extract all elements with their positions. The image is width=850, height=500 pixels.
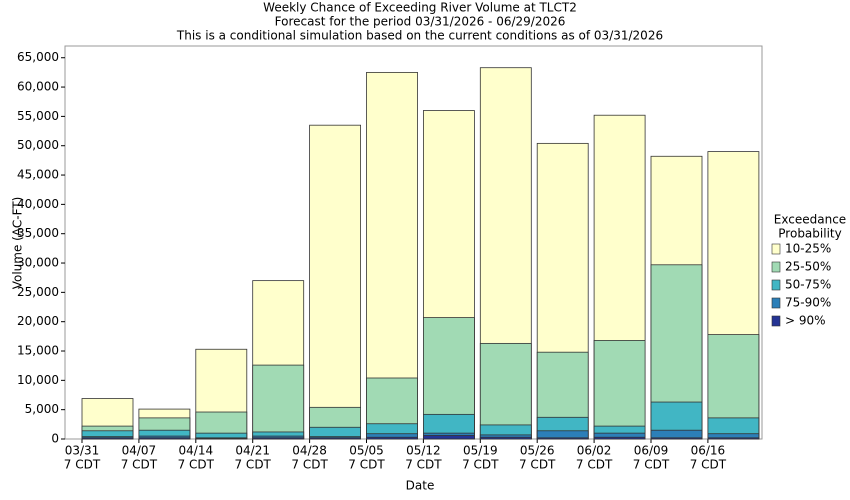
legend-swatch: [771, 297, 781, 309]
bar: [707, 437, 760, 440]
legend-label: 25-50%: [785, 260, 831, 274]
y-tick-label: 30,000: [17, 256, 59, 270]
x-tick-label: 7 CDT: [633, 458, 670, 472]
x-tick-label: 03/31: [65, 444, 100, 458]
bar: [479, 342, 532, 440]
y-tick-label: 60,000: [17, 80, 59, 94]
x-tick-label: 05/12: [406, 444, 441, 458]
bar: [309, 437, 362, 440]
legend-title: Exceedance: [774, 213, 846, 227]
bar: [422, 435, 475, 440]
x-tick-label: 06/16: [691, 444, 726, 458]
legend-swatch: [771, 279, 781, 291]
x-tick-label: 7 CDT: [348, 458, 385, 472]
bar: [195, 438, 248, 440]
chart-subtitle: This is a conditional simulation based o…: [176, 29, 663, 43]
x-tick-label: 04/07: [122, 444, 157, 458]
y-tick-label: 0: [51, 432, 59, 446]
x-tick-label: 7 CDT: [178, 458, 215, 472]
x-tick-label: 04/28: [292, 444, 327, 458]
x-tick-label: 04/14: [179, 444, 214, 458]
bar: [366, 436, 418, 440]
x-tick-label: 7 CDT: [462, 458, 499, 472]
bar: [252, 437, 305, 440]
bar: [138, 437, 191, 440]
x-tick-label: 7 CDT: [519, 458, 556, 472]
chart-title: Weekly Chance of Exceeding River Volume …: [263, 1, 577, 15]
x-tick-label: 7 CDT: [121, 458, 158, 472]
y-axis-label: Volume (AC-FT): [11, 197, 25, 290]
bar: [536, 437, 589, 440]
bar: [650, 437, 703, 440]
y-tick-label: 55,000: [17, 109, 59, 123]
x-tick-label: 7 CDT: [64, 458, 101, 472]
y-tick-label: 50,000: [17, 138, 59, 152]
y-tick-label: 45,000: [17, 168, 59, 182]
x-tick-label: 7 CDT: [291, 458, 328, 472]
x-tick-label: 05/05: [349, 444, 384, 458]
legend-label: 10-25%: [785, 242, 831, 256]
y-tick-label: 65,000: [17, 50, 59, 64]
chart-subtitle: Forecast for the period 03/31/2026 - 06/…: [275, 15, 566, 29]
bar: [593, 340, 646, 440]
x-tick-label: 7 CDT: [690, 458, 727, 472]
x-tick-label: 7 CDT: [234, 458, 271, 472]
x-tick-label: 06/02: [577, 444, 612, 458]
y-tick-label: 40,000: [17, 197, 59, 211]
legend-title: Probability: [778, 227, 841, 241]
y-tick-label: 15,000: [17, 344, 59, 358]
bar: [252, 364, 305, 440]
legend-swatch: [771, 243, 781, 255]
y-tick-label: 25,000: [17, 285, 59, 299]
legend-label: 50-75%: [785, 278, 831, 292]
legend-label: > 90%: [785, 314, 826, 328]
bar: [593, 436, 646, 440]
x-tick-label: 05/19: [463, 444, 498, 458]
x-tick-label: 04/21: [235, 444, 270, 458]
bar: [479, 436, 532, 440]
x-tick-label: 06/09: [634, 444, 669, 458]
legend-label: 75-90%: [785, 296, 831, 310]
x-tick-label: 7 CDT: [405, 458, 442, 472]
y-tick-label: 5,000: [25, 402, 59, 416]
y-tick-label: 35,000: [17, 226, 59, 240]
x-axis-label: Date: [406, 479, 435, 493]
x-tick-label: 05/26: [520, 444, 555, 458]
legend-swatch: [771, 261, 781, 273]
x-tick-label: 7 CDT: [576, 458, 613, 472]
bar: [309, 124, 362, 440]
legend-swatch: [771, 315, 781, 327]
y-tick-label: 20,000: [17, 314, 59, 328]
bar: [81, 437, 134, 440]
y-tick-label: 10,000: [17, 373, 59, 387]
